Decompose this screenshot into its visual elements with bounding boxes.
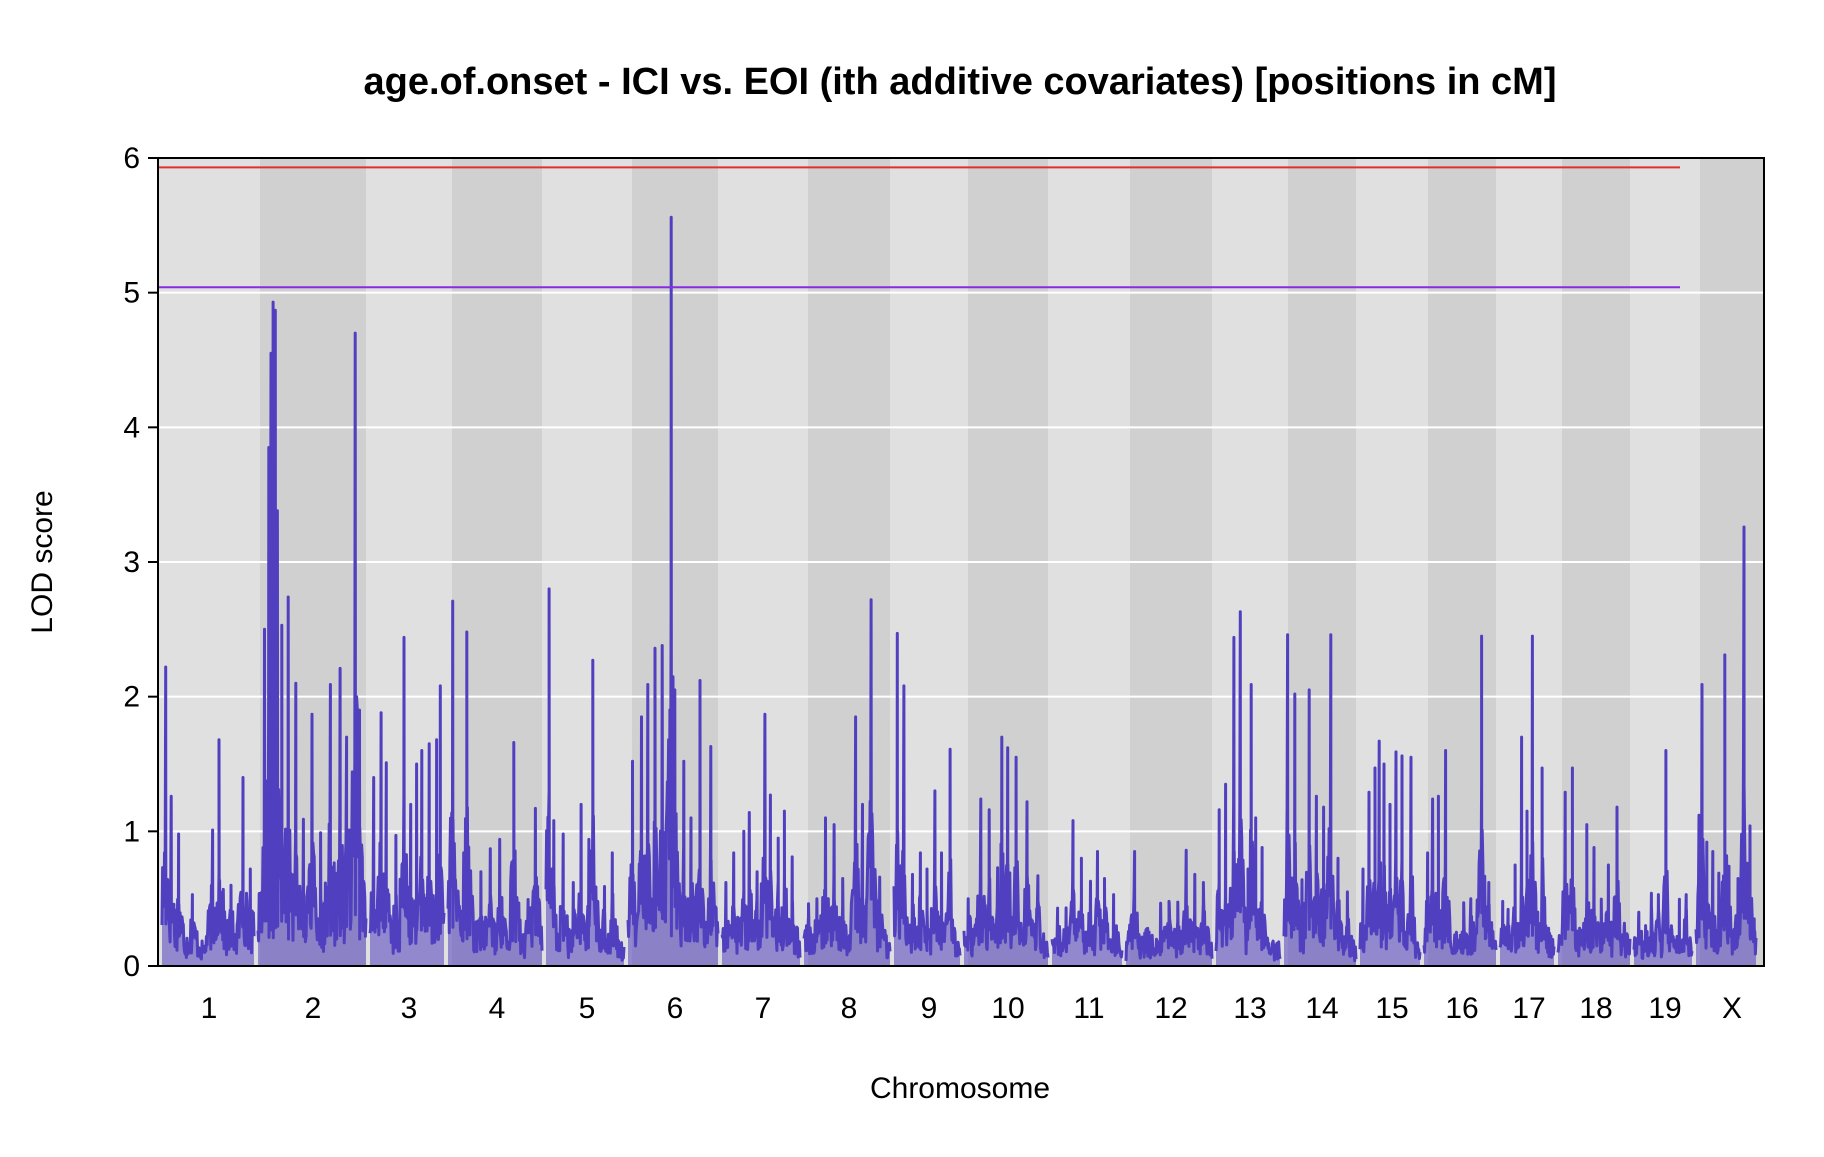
lod-series: [160, 215, 1758, 967]
lod-fill-chr-14: [1284, 634, 1356, 966]
x-tick-label-9: 9: [921, 992, 938, 1025]
y-tick-label-6: 6: [123, 142, 140, 175]
lod-curve-chr-16: [1422, 634, 1498, 956]
lod-fill-chr-7: [722, 714, 800, 966]
x-tick-label-14: 14: [1305, 992, 1338, 1025]
lod-fill-chr-16: [1424, 636, 1496, 966]
y-axis: 0 1 2 3 4 5 6: [123, 142, 158, 983]
lod-fill-chr-9: [894, 633, 960, 966]
x-tick-label-11: 11: [1073, 992, 1104, 1025]
x-tick-label-X: X: [1722, 992, 1742, 1025]
x-tick-label-7: 7: [755, 992, 772, 1025]
x-tick-label-4: 4: [489, 992, 506, 1025]
x-tick-label-6: 6: [667, 992, 684, 1025]
lod-fill-chr-13: [1216, 611, 1280, 966]
x-tick-label-1: 1: [201, 992, 218, 1025]
lod-fill-chr-11: [1052, 820, 1122, 966]
x-tick-label-16: 16: [1445, 992, 1478, 1025]
x-tick-label-12: 12: [1154, 992, 1187, 1025]
x-axis: 1 2 3 4 5 6 7 8 9 10 11 12 13 14 15 16 17 18 19 X: [201, 992, 1742, 1025]
y-axis-label: LOD score: [26, 490, 59, 633]
lod-fill-chr-X: [1696, 527, 1756, 966]
lod-fill-chr-4: [448, 601, 542, 966]
x-axis-label: Chromosome: [870, 1072, 1050, 1105]
lod-fill-chr-6: [628, 217, 718, 967]
x-tick-label-17: 17: [1512, 992, 1545, 1025]
threshold-lines: [158, 166, 1680, 289]
y-tick-label-2: 2: [123, 681, 140, 714]
x-tick-label-18: 18: [1579, 992, 1612, 1025]
lod-fill-chr-2: [258, 302, 366, 967]
x-tick-label-13: 13: [1233, 992, 1266, 1025]
x-tick-label-19: 19: [1648, 992, 1681, 1025]
lod-fill-chr-19: [1634, 750, 1692, 966]
lod-fill-chr-3: [370, 637, 444, 966]
lod-fill-chr-5: [546, 588, 624, 966]
x-tick-label-8: 8: [841, 992, 858, 1025]
chart-title: age.of.onset - ICI vs. EOI (ith additive…: [364, 61, 1557, 103]
lod-fill-chr-17: [1500, 636, 1554, 966]
x-tick-label-10: 10: [991, 992, 1024, 1025]
lod-fill-chr-15: [1360, 741, 1420, 966]
y-tick-label-4: 4: [123, 411, 140, 444]
y-tick-label-3: 3: [123, 546, 140, 579]
lod-curve-chr-1: [160, 665, 256, 961]
lod-fill-chr-12: [1126, 850, 1212, 966]
lod-fill-chr-10: [964, 737, 1048, 966]
lod-fill-chr-18: [1558, 768, 1630, 966]
y-tick-label-1: 1: [123, 815, 140, 848]
y-tick-label-0: 0: [123, 950, 140, 983]
lod-fill-chr-1: [162, 667, 254, 966]
x-tick-label-15: 15: [1375, 992, 1408, 1025]
lod-fill-chr-8: [804, 599, 890, 966]
y-tick-label-5: 5: [123, 277, 140, 310]
x-tick-label-3: 3: [401, 992, 418, 1025]
x-tick-label-2: 2: [305, 992, 322, 1025]
x-tick-label-5: 5: [579, 992, 596, 1025]
